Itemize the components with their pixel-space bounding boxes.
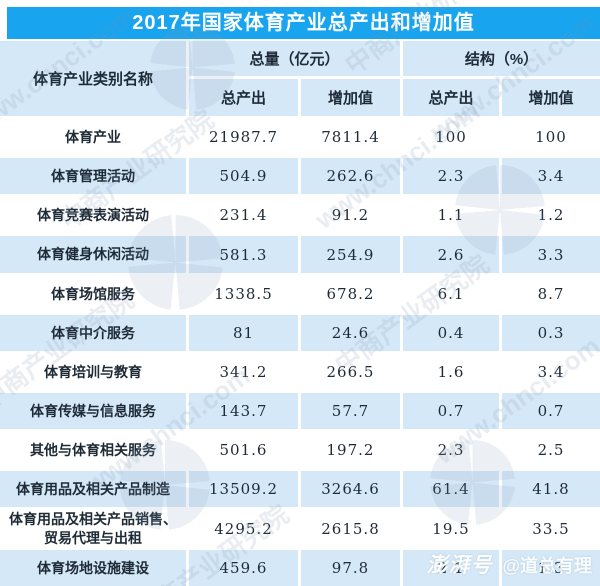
value-cell: 19.5 [403,510,499,547]
value-cell: 2615.8 [301,510,400,547]
category-cell: 体育管理活动 [0,158,186,195]
header-group-structure: 结构（%） [403,41,600,76]
value-cell: 97.8 [301,549,400,586]
value-cell: 1.3 [502,549,600,586]
value-cell: 6.1 [403,275,499,312]
category-cell: 体育产业 [0,119,186,156]
category-cell: 体育培训与教育 [0,353,186,391]
value-cell: 41.8 [502,471,600,508]
value-cell: 1.1 [403,197,499,234]
value-cell: 1.2 [502,197,600,234]
value-cell: 91.2 [301,197,400,234]
value-cell: 254.9 [301,236,400,273]
value-cell: 341.2 [189,353,298,391]
value-cell: 197.2 [301,432,400,469]
value-cell: 504.9 [189,158,298,195]
category-cell: 体育竞赛表演活动 [0,197,186,234]
value-cell: 1338.5 [189,275,298,312]
category-cell: 体育中介服务 [0,314,186,351]
category-cell: 其他与体育相关服务 [0,432,186,469]
value-cell: 266.5 [301,353,400,391]
value-cell: 2.3 [403,158,499,195]
value-cell: 21987.7 [189,119,298,156]
value-cell: 501.6 [189,432,298,469]
value-cell: 3.4 [502,158,600,195]
value-cell: 4295.2 [189,510,298,547]
value-cell: 0.4 [403,314,499,351]
value-cell: 678.2 [301,275,400,312]
category-cell: 体育传媒与信息服务 [0,393,186,430]
value-cell: 8.7 [502,275,600,312]
header-category: 体育产业类别名称 [0,41,186,116]
value-cell: 3.4 [502,353,600,391]
header-total-added: 增加值 [301,79,400,116]
value-cell: 61.4 [403,471,499,508]
header-group-total: 总量（亿元） [189,41,400,76]
category-cell: 体育用品及相关产品制造 [0,471,186,508]
value-cell: 3264.6 [301,471,400,508]
value-cell: 100 [403,119,499,156]
header-structure-output: 总产出 [403,79,499,116]
value-cell: 100 [502,119,600,156]
value-cell: 3.3 [502,236,600,273]
value-cell: 459.6 [189,549,298,586]
category-cell: 体育场地设施建设 [0,549,186,586]
value-cell: 0.7 [403,393,499,430]
header-total-output: 总产出 [189,79,298,116]
value-cell: 7811.4 [301,119,400,156]
value-cell: 24.6 [301,314,400,351]
value-cell: 1.6 [403,353,499,391]
category-cell: 体育场馆服务 [0,275,186,312]
value-cell: 0.3 [502,314,600,351]
value-cell: 2.5 [502,432,600,469]
value-cell: 2.1 [403,549,499,586]
value-cell: 33.5 [502,510,600,547]
value-cell: 581.3 [189,236,298,273]
value-cell: 231.4 [189,197,298,234]
value-cell: 2.3 [403,432,499,469]
value-cell: 57.7 [301,393,400,430]
category-cell: 体育用品及相关产品销售、贸易代理与出租 [0,510,186,547]
value-cell: 2.6 [403,236,499,273]
value-cell: 143.7 [189,393,298,430]
sports-industry-table: 体育产业类别名称 总量（亿元） 结构（%） 总产出 增加值 总产出 增加值 体育… [0,41,600,586]
value-cell: 0.7 [502,393,600,430]
value-cell: 81 [189,314,298,351]
category-cell: 体育健身休闲活动 [0,236,186,273]
value-cell: 262.6 [301,158,400,195]
table-title: 2017年国家体育产业总产出和增加值 [7,7,600,39]
header-structure-added: 增加值 [502,79,600,116]
value-cell: 13509.2 [189,471,298,508]
